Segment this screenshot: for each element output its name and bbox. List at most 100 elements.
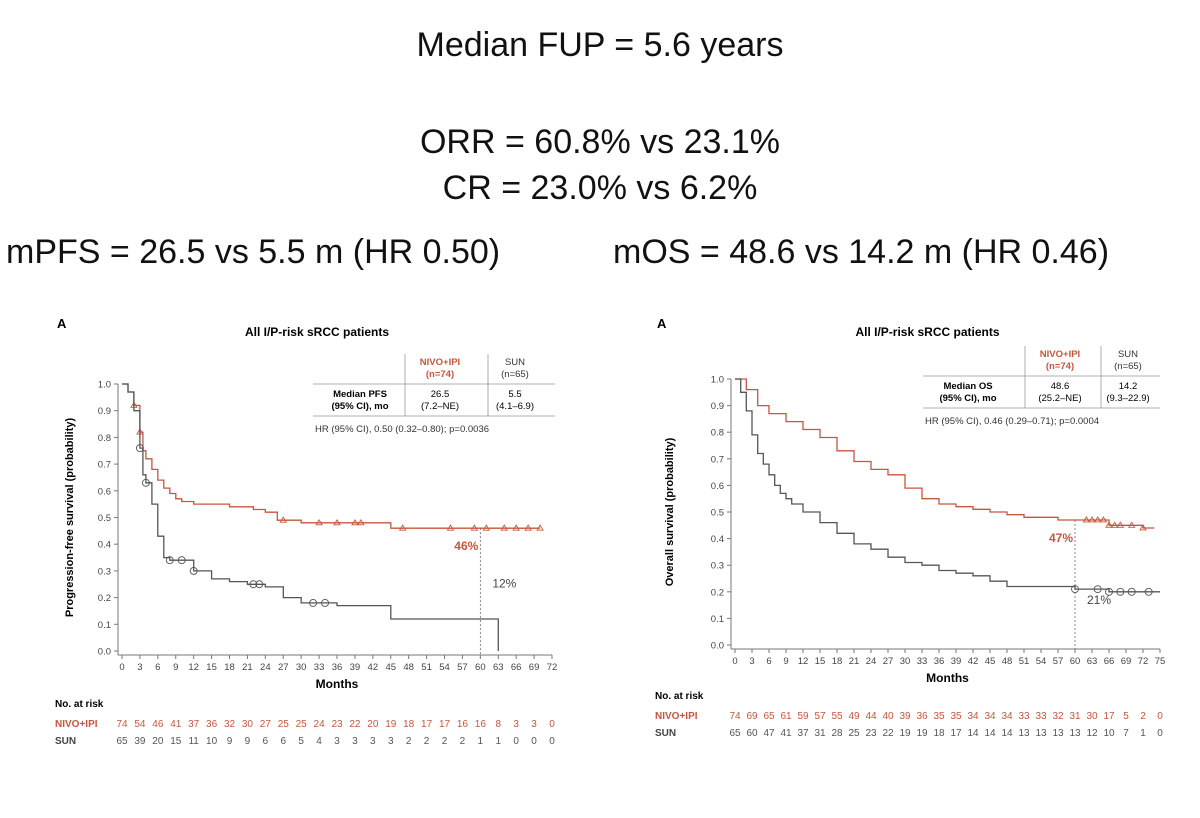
at-risk-sun-value: 37 bbox=[797, 728, 809, 739]
y-tick-label: 0.2 bbox=[98, 593, 111, 604]
x-tick-label: 42 bbox=[368, 662, 379, 673]
y-tick-label: 0.8 bbox=[711, 428, 724, 439]
at-risk-nivo-value: 3 bbox=[531, 719, 537, 730]
y-tick-label: 0.1 bbox=[98, 620, 111, 631]
at-risk-nivo-value: 17 bbox=[1103, 711, 1115, 722]
at-risk-sun-value: 0 bbox=[1157, 728, 1163, 739]
at-risk-sun-value: 19 bbox=[916, 728, 928, 739]
at-risk-sun-value: 60 bbox=[746, 728, 758, 739]
x-tick-label: 6 bbox=[155, 662, 160, 673]
sun-censor-mark bbox=[249, 580, 258, 589]
table-nivo-header: NIVO+IPI bbox=[420, 357, 460, 368]
at-risk-sun-value: 65 bbox=[729, 728, 741, 739]
orr-line: ORR = 60.8% vs 23.1% bbox=[419, 123, 780, 161]
at-risk-nivo-value: 34 bbox=[1001, 711, 1013, 722]
at-risk-nivo-value: 35 bbox=[950, 711, 962, 722]
at-risk-sun-value: 13 bbox=[1069, 728, 1081, 739]
at-risk-nivo-value: 16 bbox=[457, 719, 469, 730]
at-risk-sun-value: 15 bbox=[170, 736, 182, 747]
at-risk-sun-value: 14 bbox=[967, 728, 979, 739]
at-risk-nivo-value: 57 bbox=[814, 711, 826, 722]
os-km-chart: A All I/P-risk sRCC patients 0.0 0.1 0.2 0.3 0… bbox=[655, 316, 1166, 739]
sun-censor-mark bbox=[1105, 587, 1113, 596]
nivo-censor-mark bbox=[446, 524, 455, 531]
at-risk-nivo-value: 36 bbox=[916, 711, 928, 722]
at-risk-nivo-value: 32 bbox=[224, 719, 236, 730]
nivo-censor-mark bbox=[1110, 521, 1119, 528]
at-risk-nivo-value: 46 bbox=[152, 719, 164, 730]
at-risk-nivo-value: 37 bbox=[188, 719, 200, 730]
table-row-label-ci: (95% CI), mo bbox=[331, 401, 388, 412]
at-risk-nivo-value: 27 bbox=[260, 719, 272, 730]
x-tick-label: 45 bbox=[985, 656, 996, 667]
at-risk-nivo-value: 22 bbox=[349, 719, 361, 730]
at-risk-nivo-value: 31 bbox=[1069, 711, 1081, 722]
at-risk-nivo-value: 65 bbox=[763, 711, 775, 722]
x-tick-label: 9 bbox=[173, 662, 178, 673]
table-sun-median: 5.5 bbox=[508, 389, 521, 400]
table-sun-n: (n=65) bbox=[1114, 361, 1142, 372]
x-tick-label: 15 bbox=[206, 662, 217, 673]
pfs-km-chart: A All I/P-risk sRCC patients 0.0 0.1 0.2 0.3 0… bbox=[55, 316, 557, 747]
at-risk-sun-value: 2 bbox=[460, 736, 466, 747]
at-risk-nivo-value: 0 bbox=[549, 719, 555, 730]
nivo-censor-mark bbox=[1099, 516, 1108, 523]
sun-censor-mark bbox=[177, 556, 186, 565]
x-tick-label: 48 bbox=[403, 662, 414, 673]
at-risk-nivo-label: NIVO+IPI bbox=[655, 711, 698, 722]
x-tick-label: 54 bbox=[1036, 656, 1047, 667]
at-risk-nivo-value: 34 bbox=[984, 711, 996, 722]
at-risk-sun-value: 17 bbox=[950, 728, 962, 739]
y-axis-label: Progression-free survival (probability) bbox=[64, 418, 76, 618]
at-risk-sun-value: 25 bbox=[848, 728, 860, 739]
at-risk-nivo-value: 18 bbox=[403, 719, 415, 730]
at-risk-nivo-value: 8 bbox=[495, 719, 501, 730]
table-sun-ci: (9.3–22.9) bbox=[1106, 393, 1149, 404]
at-risk-sun-value: 0 bbox=[531, 736, 537, 747]
y-tick-label: 0.0 bbox=[98, 647, 111, 658]
at-risk-nivo-value: 59 bbox=[797, 711, 809, 722]
at-risk-sun-value: 4 bbox=[316, 736, 322, 747]
at-risk-sun-value: 6 bbox=[280, 736, 286, 747]
at-risk-nivo-value: 44 bbox=[865, 711, 877, 722]
at-risk-sun-label: SUN bbox=[655, 728, 676, 739]
nivo-censor-mark bbox=[398, 524, 407, 531]
table-sun-header: SUN bbox=[505, 357, 525, 368]
at-risk-sun-value: 2 bbox=[424, 736, 430, 747]
at-risk-nivo-value: 36 bbox=[206, 719, 218, 730]
at-risk-sun-value: 1 bbox=[478, 736, 484, 747]
at-risk-nivo-value: 5 bbox=[1123, 711, 1129, 722]
x-axis-label: Months bbox=[926, 671, 969, 685]
y-tick-label: 0.4 bbox=[98, 540, 111, 551]
x-tick-label: 75 bbox=[1155, 656, 1166, 667]
at-risk-nivo-value: 25 bbox=[296, 719, 308, 730]
at-risk-nivo-value: 35 bbox=[933, 711, 945, 722]
at-risk-nivo-value: 69 bbox=[746, 711, 758, 722]
sun-censor-mark bbox=[1071, 585, 1079, 594]
sun-censor-mark bbox=[309, 598, 318, 607]
y-tick-label: 0.5 bbox=[98, 513, 111, 524]
at-risk-sun-value: 12 bbox=[1086, 728, 1098, 739]
x-tick-label: 66 bbox=[511, 662, 522, 673]
x-tick-label: 36 bbox=[934, 656, 945, 667]
at-risk-nivo-value: 32 bbox=[1052, 711, 1064, 722]
hazard-ratio-text: HR (95% CI), 0.46 (0.29–0.71); p=0.0004 bbox=[925, 416, 1099, 427]
y-tick-label: 0.5 bbox=[711, 508, 724, 519]
nivo-censor-mark bbox=[524, 524, 532, 531]
x-tick-label: 12 bbox=[798, 656, 809, 667]
nivo-censor-mark bbox=[536, 524, 544, 531]
at-risk-nivo-value: 39 bbox=[899, 711, 911, 722]
x-tick-label: 21 bbox=[242, 662, 253, 673]
nivo-censor-mark bbox=[1127, 521, 1136, 528]
nivo-censor-mark bbox=[512, 524, 520, 531]
x-tick-label: 54 bbox=[439, 662, 450, 673]
at-risk-sun-value: 13 bbox=[1035, 728, 1047, 739]
at-risk-sun-value: 31 bbox=[814, 728, 826, 739]
x-tick-label: 51 bbox=[421, 662, 432, 673]
at-risk-sun-value: 1 bbox=[495, 736, 501, 747]
x-tick-label: 39 bbox=[951, 656, 962, 667]
table-nivo-n: (n=74) bbox=[426, 369, 454, 380]
nivo-censor-mark bbox=[1088, 516, 1096, 523]
sun-censor-mark bbox=[189, 566, 198, 575]
x-tick-label: 9 bbox=[783, 656, 788, 667]
